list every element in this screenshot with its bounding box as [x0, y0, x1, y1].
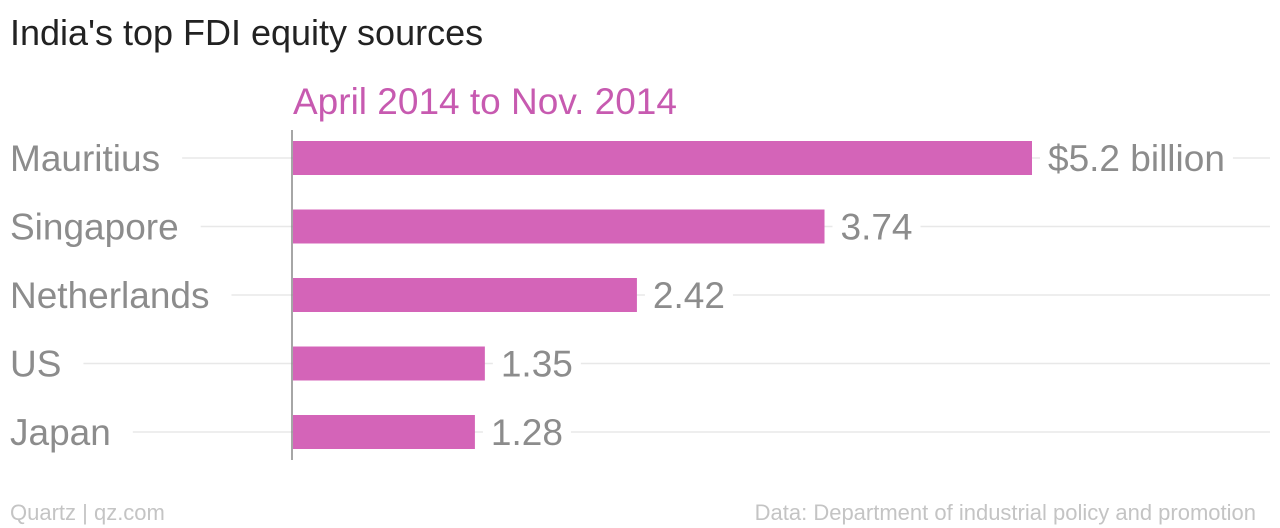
value-label-singapore: 3.74 [841, 207, 913, 248]
value-label-backdrop-mauritius [1040, 154, 1233, 162]
value-label-backdrop-netherlands [644, 291, 733, 299]
bars [293, 141, 1032, 449]
value-label-backdrop-japan [482, 428, 571, 436]
footer-data-credit: Data: Department of industrial policy an… [754, 500, 1256, 525]
footer-source-credit: Quartz | qz.com [10, 500, 165, 525]
value-label-backdrop-singapore [832, 222, 921, 231]
category-label-netherlands: Netherlands [10, 275, 210, 316]
bar-japan [293, 415, 475, 449]
value-label-netherlands: 2.42 [653, 275, 725, 316]
bar-singapore [293, 209, 825, 244]
value-label-japan: 1.28 [491, 412, 563, 453]
category-label-mauritius: Mauritius [10, 138, 160, 179]
category-label-japan: Japan [10, 412, 111, 453]
labels: Mauritius $5.2 billion Singapore 3.74 Nether… [10, 138, 1225, 453]
value-label-us: 1.35 [501, 344, 573, 385]
bar-mauritius [293, 141, 1032, 175]
chart-subtitle: April 2014 to Nov. 2014 [293, 81, 677, 122]
bar-netherlands [293, 278, 637, 312]
category-label-singapore: Singapore [10, 207, 179, 248]
value-label-mauritius: $5.2 billion [1048, 138, 1225, 179]
value-label-backdrop-us [492, 359, 581, 368]
bar-us [293, 346, 485, 381]
chart-title: India's top FDI equity sources [10, 12, 484, 53]
category-label-us: US [10, 344, 61, 385]
